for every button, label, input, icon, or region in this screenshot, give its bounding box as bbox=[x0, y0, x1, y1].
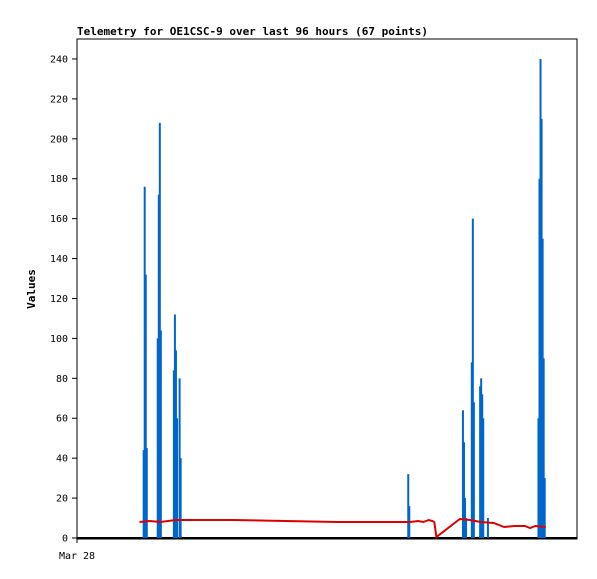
series-layer bbox=[139, 58, 546, 539]
chart-title: Telemetry for OE1CSC-9 over last 96 hour… bbox=[77, 25, 428, 38]
series-impulses bbox=[142, 58, 546, 538]
y-tick-label: 120 bbox=[50, 294, 68, 305]
y-tick-label: 180 bbox=[50, 174, 68, 185]
y-tick-label: 40 bbox=[56, 454, 68, 465]
y-tick-label: 240 bbox=[50, 54, 68, 65]
y-tick-label: 60 bbox=[56, 414, 68, 425]
y-tick-label: 140 bbox=[50, 254, 68, 265]
y-tick-label: 200 bbox=[50, 134, 68, 145]
y-tick-label: 220 bbox=[50, 94, 68, 105]
series-line bbox=[139, 517, 546, 539]
y-tick-label: 20 bbox=[56, 494, 68, 505]
x-tick-label: Mar 28 bbox=[59, 551, 95, 562]
y-tick-label: 100 bbox=[50, 334, 68, 345]
y-axis: 0 20 40 60 80 100 120 140 160 180 200 220 240 bbox=[50, 54, 77, 545]
plot-area-frame bbox=[76, 38, 578, 540]
y-tick-label: 0 bbox=[62, 534, 68, 545]
y-tick-label: 160 bbox=[50, 214, 68, 225]
y-axis-label: Values bbox=[25, 269, 38, 309]
y-tick-label: 80 bbox=[56, 374, 68, 385]
